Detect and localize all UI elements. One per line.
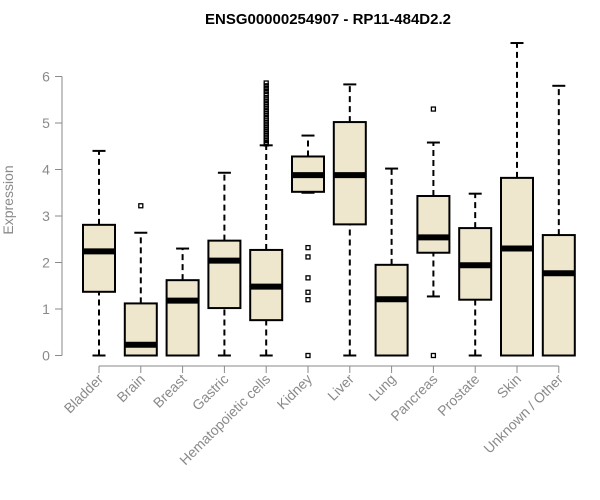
iqr-box [500,176,534,357]
box-hematopoietic-cells [249,80,284,357]
iqr-box [165,279,200,357]
outlier-point [263,91,269,97]
x-tick-label: Brain [113,371,147,405]
iqr-box [374,263,409,357]
x-tick-label: Breast [150,371,190,411]
box-brain [123,203,158,357]
outlier-point [263,80,269,86]
y-axis-title: Expression [0,165,16,234]
box-gastric [207,171,242,357]
outlier-point [263,94,269,101]
box-unknown-other [541,84,576,357]
x-tick-label: Unknown / Other [480,371,566,457]
x-tick-label: Lung [365,371,398,404]
x-tick-label: Liver [324,371,357,404]
iqr-box [207,239,242,310]
box-lung [374,167,409,357]
outlier-point [430,352,437,359]
iqr-box [541,234,576,357]
box-pancreas [416,106,451,359]
iqr-box [416,195,451,254]
plot-area [82,42,576,359]
y-tick-label: 4 [42,162,50,178]
outlier-point [263,83,269,89]
box-skin [500,42,534,357]
outlier-point [305,254,311,260]
outlier-point [305,244,311,251]
box-kidney [291,134,325,359]
box-prostate [458,192,493,357]
outlier-point [430,106,437,112]
y-axis: 0 1 2 3 4 5 6 [42,69,63,364]
outlier-point [138,203,144,209]
outlier-point [305,289,311,295]
outlier-point [305,297,311,303]
y-tick-label: 0 [42,348,50,364]
y-tick-label: 5 [42,115,50,131]
iqr-box [82,223,116,293]
chart-title: ENSG00000254907 - RP11-484D2.2 [205,11,451,28]
x-tick-label: Bladder [61,371,107,417]
y-tick-label: 1 [42,301,50,317]
box-liver [332,83,367,357]
y-tick-label: 3 [42,208,50,224]
x-tick-label: Skin [494,371,525,402]
y-tick-label: 6 [42,69,50,85]
y-tick-label: 2 [42,255,50,271]
box-bladder [82,149,116,357]
outlier-point [305,275,311,281]
x-tick-label: Prostate [434,371,482,419]
outlier-point [263,88,269,95]
x-tick-label: Kidney [274,371,316,413]
outlier-point [305,352,311,359]
box-breast [165,247,200,357]
outlier-point [263,85,269,92]
